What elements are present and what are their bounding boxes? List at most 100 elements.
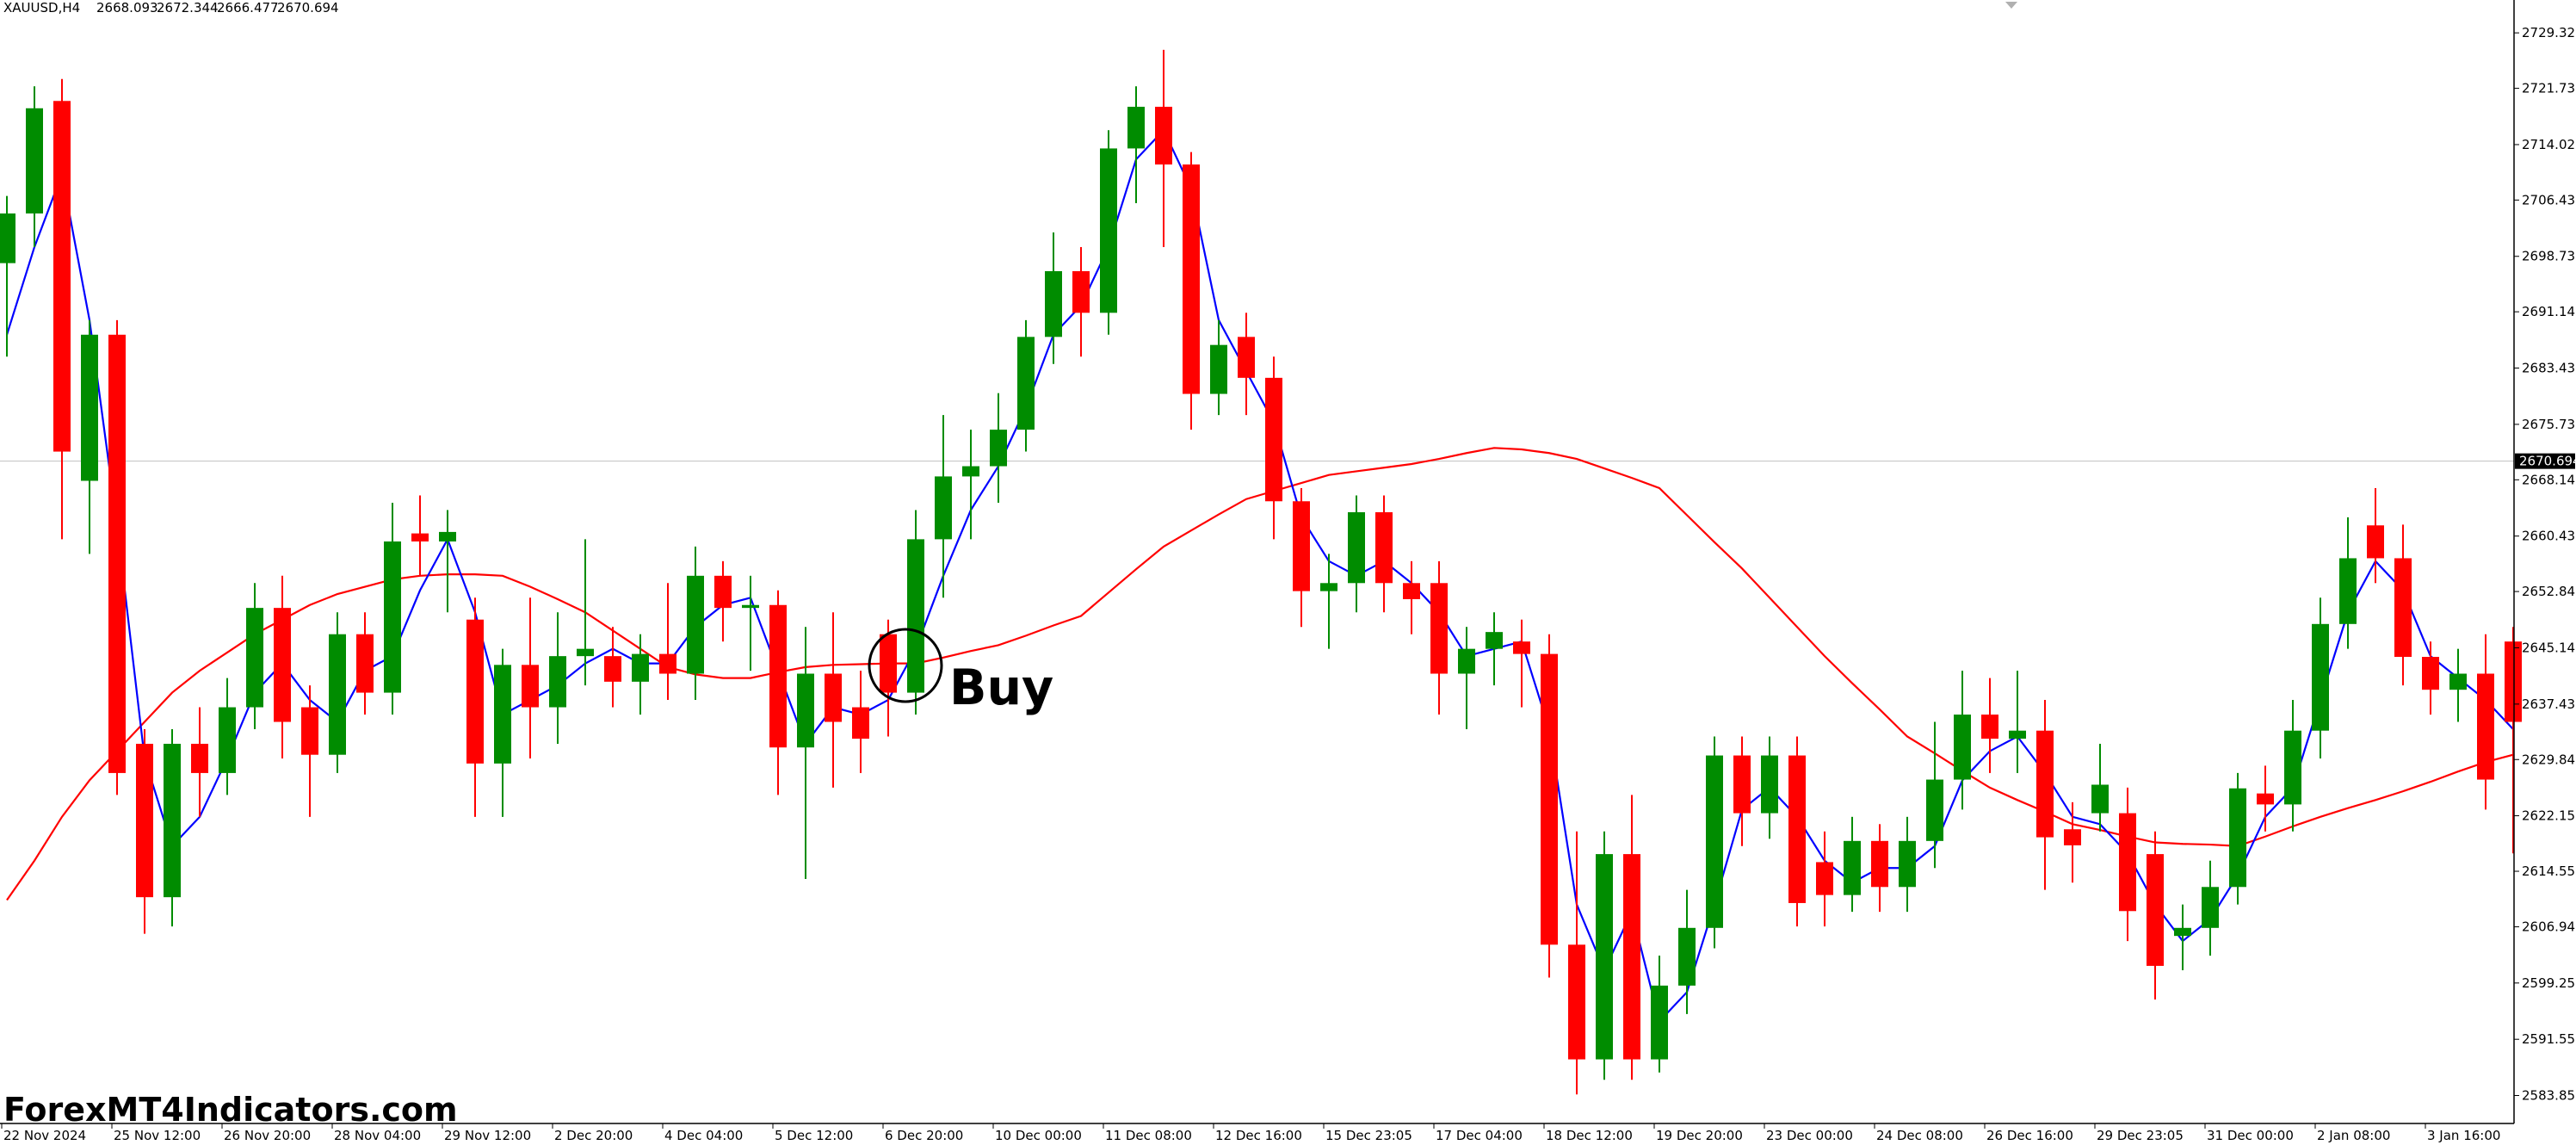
candle-body [2147, 854, 2164, 966]
candle-body [1320, 583, 1337, 591]
candle-body [2202, 887, 2219, 928]
ma-layer [5, 128, 2514, 1024]
candle-body [1954, 715, 1971, 780]
candle-body [1678, 927, 1696, 986]
candle-body [2091, 784, 2109, 814]
x-tick-label: 31 Dec 00:00 [2207, 1128, 2294, 1143]
candle-body [907, 539, 924, 693]
candle-body [411, 533, 429, 542]
x-tick-label: 18 Dec 12:00 [1546, 1128, 1633, 1143]
y-tick-label: 2721.730 [2522, 81, 2576, 96]
candle-body [1017, 337, 1035, 430]
x-tick-label: 17 Dec 04:00 [1436, 1128, 1523, 1143]
candle-body [1293, 501, 1310, 591]
candle-body [81, 334, 98, 481]
x-tick-label: 2 Jan 08:00 [2317, 1128, 2390, 1143]
candle-body [962, 466, 979, 477]
header-low: 2666.477 [217, 0, 279, 15]
y-tick-label: 2583.855 [2522, 1087, 2576, 1103]
candle-body [26, 108, 43, 214]
y-tick-label: 2622.150 [2522, 808, 2576, 824]
candle-body [0, 213, 15, 263]
candle-body [1816, 862, 1833, 895]
candle-body [632, 653, 649, 682]
candle-body [825, 673, 842, 722]
candle-body [53, 101, 71, 452]
x-tick-label: 12 Dec 16:00 [1215, 1128, 1302, 1143]
candle-body [1788, 755, 1806, 903]
candle-layer [0, 49, 2522, 1095]
y-tick-label: 2599.255 [2522, 975, 2576, 991]
candle-body [1568, 944, 1585, 1060]
candle-body [2477, 673, 2494, 780]
candle-body [2036, 730, 2054, 838]
y-tick-label: 2714.025 [2522, 137, 2576, 152]
candle-body [301, 707, 318, 755]
y-tick-label: 2614.550 [2522, 863, 2576, 879]
candle-body [1265, 377, 1282, 502]
candle-body [1596, 854, 1613, 1060]
candle-body [466, 619, 484, 764]
candle-body [1623, 854, 1640, 1060]
candle-body [577, 648, 594, 657]
candle-body [1375, 511, 1393, 584]
candle-body [2119, 813, 2136, 912]
y-tick-label: 2606.945 [2522, 919, 2576, 935]
candle-body [1486, 632, 1503, 649]
candle-body [1761, 755, 1778, 814]
candle-body [852, 707, 869, 740]
candle-body [2009, 730, 2026, 740]
candle-body [1348, 511, 1365, 584]
x-tick-label: 3 Jan 16:00 [2427, 1128, 2500, 1143]
y-tick-label: 2683.435 [2522, 361, 2576, 376]
candle-body [797, 673, 814, 748]
candle-body [2339, 558, 2357, 624]
candle-body [2367, 525, 2384, 559]
y-tick-label: 2668.140 [2522, 472, 2576, 487]
candle-body [1045, 270, 1062, 337]
candle-body [439, 531, 456, 542]
candle-body [742, 604, 759, 609]
candle-body [219, 707, 236, 773]
candle-body [1155, 107, 1172, 165]
candle-body [769, 604, 787, 748]
x-tick-label: 6 Dec 20:00 [885, 1128, 963, 1143]
candle-body [2257, 793, 2274, 805]
candle-body [1183, 164, 1200, 394]
watermark: ForexMT4Indicators.com [3, 1091, 458, 1129]
moving-average [6, 447, 2514, 901]
shift-marker [2005, 2, 2017, 9]
buy-circle [868, 628, 943, 703]
candle-body [2284, 730, 2301, 805]
candle-body [1072, 270, 1090, 313]
candle-body [935, 476, 952, 540]
candle-body [356, 634, 374, 693]
candle-body [2229, 788, 2246, 888]
candle-body [329, 634, 346, 755]
candle-body [384, 541, 401, 693]
candle-body [522, 665, 539, 708]
candle-body [1871, 840, 1888, 888]
candle-body [2505, 641, 2522, 722]
symbol: XAUUSD,H4 [3, 0, 80, 15]
candle-body [1541, 653, 1558, 945]
header-high: 2672.344 [157, 0, 219, 15]
candle-body [274, 608, 291, 722]
candle-body [494, 665, 511, 764]
candle-body [1651, 985, 1668, 1060]
y-tick-label: 2645.140 [2522, 640, 2576, 655]
candle-body [136, 743, 153, 898]
candle-body [1733, 755, 1751, 814]
header: XAUUSD,H4 2668.093 2672.344 2666.477 267… [3, 0, 339, 15]
candle-body [2394, 558, 2412, 657]
x-tick-label: 4 Dec 04:00 [664, 1128, 743, 1143]
candle-body [108, 334, 126, 773]
y-tick-label: 2591.550 [2522, 1031, 2576, 1047]
candle-body [1238, 337, 1255, 378]
x-tick-label: 22 Nov 2024 [3, 1128, 86, 1143]
candle-body [1210, 344, 1227, 394]
buy-label: Buy [949, 659, 1053, 716]
candle-body [2312, 623, 2329, 731]
candle-body [1844, 840, 1861, 895]
